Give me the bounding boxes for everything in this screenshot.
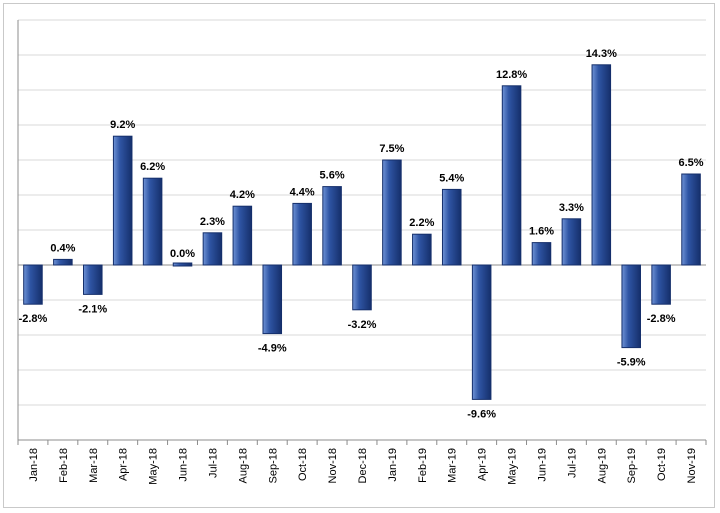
bar-Mar-19 (441, 188, 462, 266)
x-tick-label: Sep-18 (267, 448, 279, 483)
data-label: 9.2% (110, 119, 135, 131)
bar-Aug-19 (591, 64, 612, 266)
x-tick-label: Mar-18 (88, 448, 100, 483)
x-tick-label: Jun-19 (536, 448, 548, 482)
x-tick-label: Jan-18 (28, 448, 40, 482)
bar-Feb-19 (412, 233, 432, 266)
bar-Oct-19 (651, 264, 671, 305)
data-label: -4.9% (258, 343, 287, 355)
data-label: -2.8% (19, 313, 48, 325)
bar-Apr-18 (112, 135, 133, 266)
data-label: 0.4% (50, 242, 75, 254)
bar-May-19 (501, 85, 522, 266)
bar-Jul-18 (202, 232, 223, 266)
data-label: 0.0% (170, 248, 195, 260)
x-tick-label: Apr-18 (118, 448, 130, 481)
bar-Jun-18 (172, 262, 193, 267)
bar-Sep-18 (262, 264, 283, 335)
data-label: 7.5% (379, 143, 404, 155)
x-tick-label: Sep-19 (626, 448, 638, 483)
data-label: 4.2% (230, 189, 255, 201)
bar-Oct-18 (292, 202, 312, 266)
bar-Jun-19 (531, 242, 552, 266)
x-tick-label: Nov-19 (686, 448, 698, 483)
x-tick-label: Mar-19 (447, 448, 459, 483)
bar-Aug-18 (232, 205, 253, 266)
data-label: 4.4% (290, 186, 315, 198)
data-label: -2.8% (647, 313, 676, 325)
x-tick-label: Aug-18 (237, 448, 249, 483)
x-tick-label: May-18 (148, 448, 160, 485)
x-tick-label: May-19 (507, 448, 519, 485)
bar-Jan-18 (23, 264, 43, 305)
x-tick-label: Dec-18 (357, 448, 369, 483)
data-label: 2.3% (200, 216, 225, 228)
data-label: 6.2% (140, 161, 165, 173)
bar-Nov-19 (681, 173, 701, 266)
x-tick-label: Jun-18 (178, 448, 190, 482)
data-label: -5.9% (617, 357, 646, 369)
x-tick-label: Feb-19 (417, 448, 429, 483)
bar-Sep-19 (621, 264, 641, 349)
data-label: -3.2% (348, 319, 377, 331)
bar-Apr-19 (471, 264, 492, 400)
data-label: 3.3% (559, 202, 584, 214)
data-label: 6.5% (679, 157, 704, 169)
data-label: 5.4% (439, 172, 464, 184)
x-tick-label: Nov-18 (327, 448, 339, 483)
x-tick-label: Jan-19 (387, 448, 399, 482)
bar-Jul-19 (561, 218, 582, 266)
bar-Feb-18 (53, 258, 73, 266)
data-label: -2.1% (78, 303, 107, 315)
bar-Nov-18 (322, 186, 342, 266)
bar-Jan-19 (382, 159, 402, 266)
x-tick-label: Jul-19 (566, 448, 578, 478)
data-label: 5.6% (320, 170, 345, 182)
bar-Mar-18 (83, 264, 103, 295)
data-label: 14.3% (586, 48, 617, 60)
x-tick-label: Oct-18 (297, 448, 309, 481)
data-label: 12.8% (496, 69, 527, 81)
x-tick-label: Feb-18 (58, 448, 70, 483)
bar-Dec-18 (352, 264, 372, 311)
data-label: 1.6% (529, 226, 554, 238)
x-tick-label: Oct-19 (656, 448, 668, 481)
bars (23, 64, 701, 400)
x-tick-labels: Jan-18 Feb-18 Mar-18 Apr-18 May-18 Jun-18 Jul-… (28, 448, 698, 485)
data-labels: -2.8% 0.4% -2.1% 9.2% 6.2% 0.0% 2.3% 4.2% -4.9% 4… (19, 48, 704, 421)
x-tick-label: Jul-18 (207, 448, 219, 478)
x-tick-label: Apr-19 (477, 448, 489, 481)
data-label: 2.2% (409, 217, 434, 229)
data-label: -9.6% (467, 408, 496, 420)
bar-May-18 (142, 177, 163, 266)
x-tick-label: Aug-19 (596, 448, 608, 483)
